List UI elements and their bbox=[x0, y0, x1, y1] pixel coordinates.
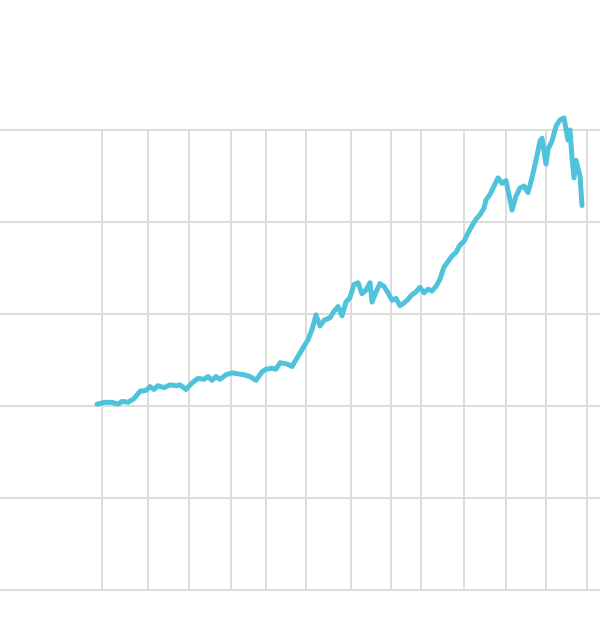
line bbox=[94, 115, 585, 407]
